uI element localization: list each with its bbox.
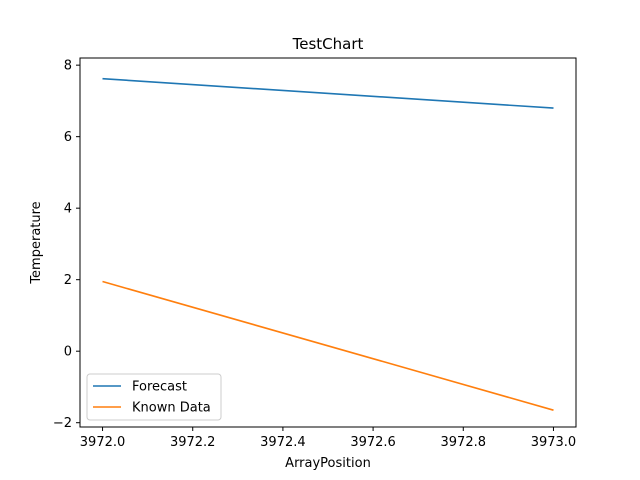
x-tick-label: 3972.2 (170, 435, 216, 450)
y-tick-label: 2 (64, 273, 72, 288)
legend: Forecast Known Data (86, 373, 222, 421)
series-line-0 (102, 77, 554, 109)
series-line-1 (102, 280, 554, 411)
plot-frame (79, 57, 577, 428)
y-tick-label: 8 (64, 59, 72, 74)
y-axis-label: Temperature (29, 201, 44, 284)
legend-label-0: Forecast (132, 380, 187, 395)
x-tick-label: 3972.6 (350, 435, 396, 450)
x-tick-label: 3972.0 (80, 435, 126, 450)
x-tick-label: 3972.8 (441, 435, 487, 450)
x-axis-label: ArrayPosition (285, 456, 371, 471)
y-tick-label: 0 (64, 345, 72, 360)
x-tick-label: 3973.0 (531, 435, 577, 450)
y-tick-label: −2 (53, 416, 72, 431)
y-tick-label: 6 (64, 130, 72, 145)
chart-title: TestChart (292, 35, 364, 53)
x-tick-label: 3972.4 (260, 435, 306, 450)
y-tick-label: 4 (64, 202, 72, 217)
y-axis-ticks: −2 0 2 4 6 8 (53, 59, 80, 431)
legend-label-1: Known Data (132, 401, 211, 416)
x-axis-ticks: 3972.0 3972.2 3972.4 3972.6 3972.8 3973.0 (80, 427, 576, 450)
plot-lines (102, 77, 554, 411)
